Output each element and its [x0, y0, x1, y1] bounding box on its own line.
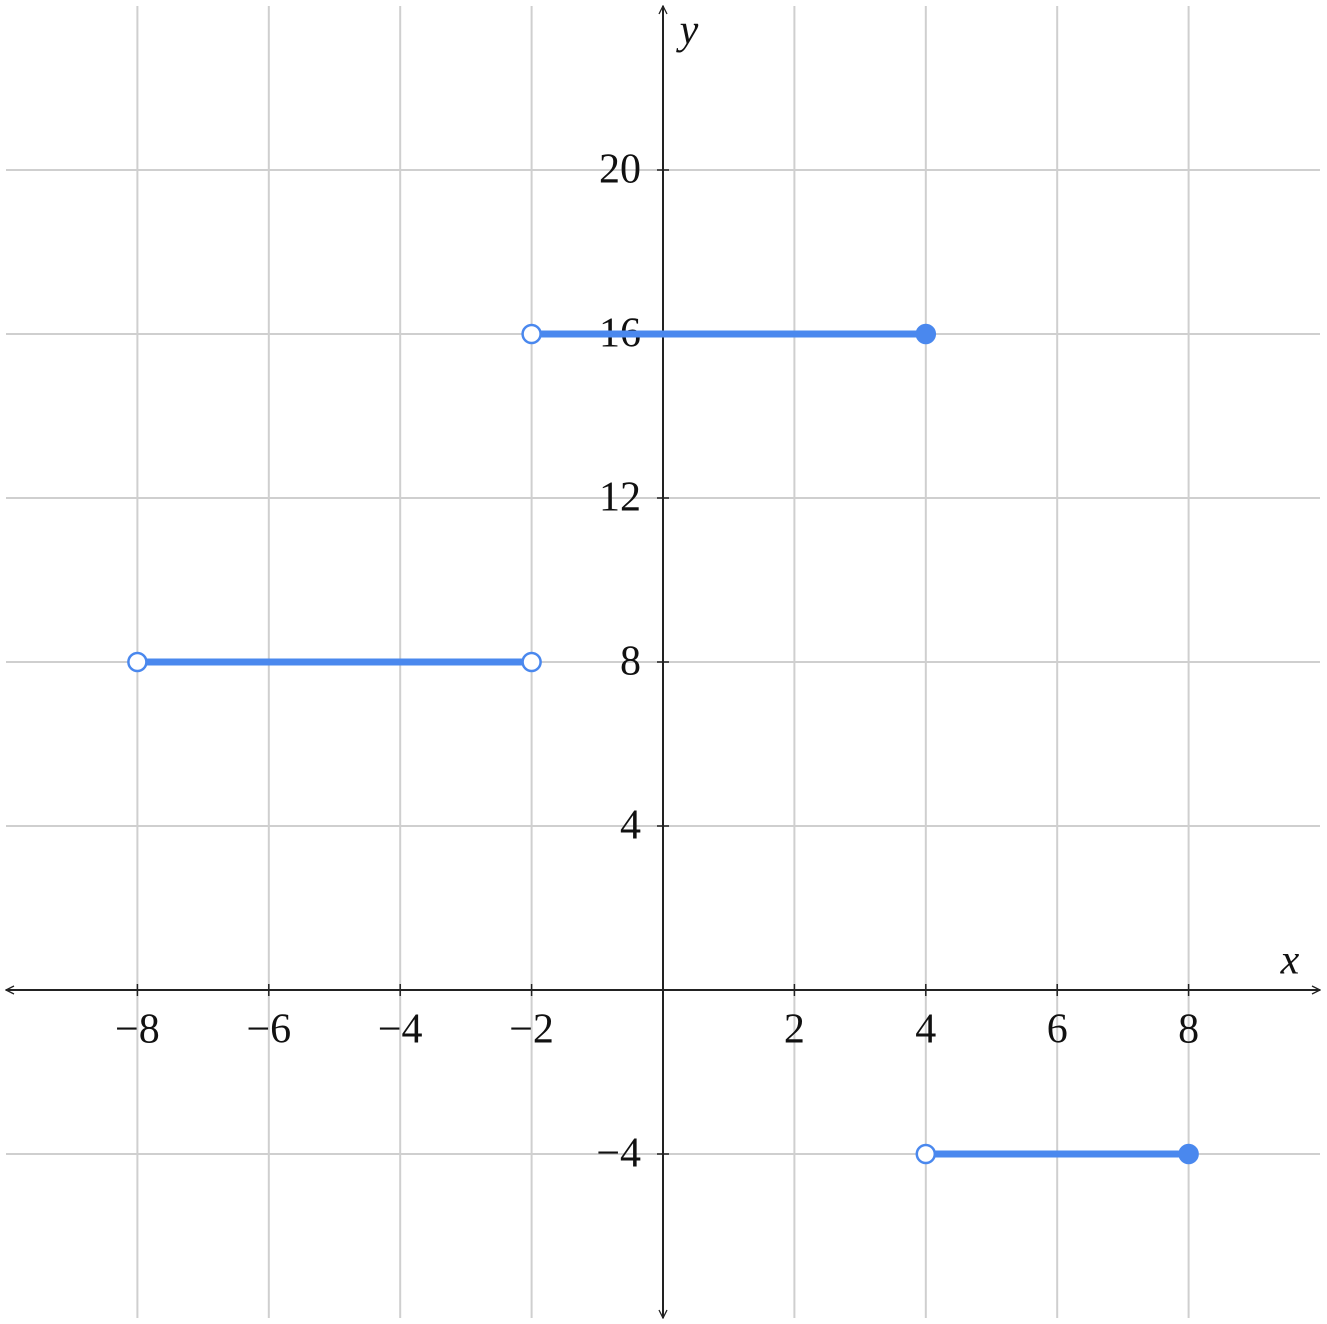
x-tick-label: −4: [378, 1007, 423, 1053]
y-tick-label: 20: [599, 147, 641, 193]
open-endpoint: [521, 651, 542, 673]
x-tick-label: −8: [115, 1007, 160, 1053]
x-tick-label: 6: [1047, 1007, 1068, 1053]
x-tick-label: 4: [915, 1007, 936, 1053]
y-tick-label: 8: [620, 639, 641, 685]
x-tick-label: 2: [784, 1007, 805, 1053]
x-axis-label: x: [1280, 938, 1300, 984]
open-endpoint: [521, 323, 542, 345]
y-tick-label: 4: [620, 803, 641, 849]
marks: [127, 323, 1199, 1165]
y-axis-label: y: [676, 8, 699, 54]
closed-endpoint: [915, 323, 937, 345]
x-tick-label: −2: [509, 1007, 554, 1053]
y-tick-label: 12: [599, 475, 641, 521]
open-endpoint: [915, 1143, 937, 1165]
closed-endpoint: [1178, 1143, 1199, 1165]
y-tick-label: −4: [596, 1131, 641, 1177]
open-endpoint: [127, 651, 148, 673]
x-tick-label: −6: [246, 1007, 291, 1053]
x-tick-label: 8: [1178, 1007, 1199, 1053]
